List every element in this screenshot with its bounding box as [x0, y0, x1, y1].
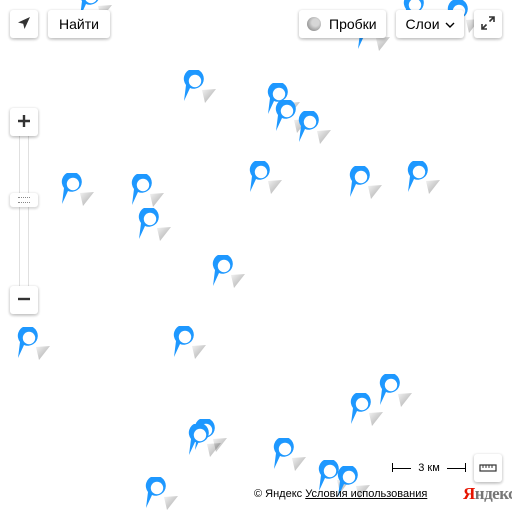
traffic-button[interactable]: Пробки: [299, 10, 386, 38]
map-pin-icon[interactable]: [124, 174, 164, 214]
ruler-icon: [479, 460, 497, 476]
map-pin-icon[interactable]: [343, 393, 383, 433]
fullscreen-button[interactable]: [474, 10, 502, 38]
expand-icon: [480, 15, 496, 34]
traffic-button-label: Пробки: [329, 16, 377, 32]
navigation-arrow-icon: [16, 15, 32, 34]
map-pin-icon[interactable]: [400, 161, 440, 201]
map-pin-icon[interactable]: [181, 424, 221, 464]
zoom-out-button[interactable]: [10, 286, 38, 314]
map-pin-icon[interactable]: [176, 70, 216, 110]
map-pin-icon[interactable]: [138, 477, 178, 512]
grip-icon: [18, 197, 30, 203]
layers-button-label: Слои: [405, 16, 440, 32]
ruler-button[interactable]: [474, 454, 502, 482]
terms-link[interactable]: Условия использования: [305, 488, 428, 500]
copyright-text: © Яндекс: [254, 488, 303, 500]
map-scale: 3 км: [392, 461, 466, 475]
zoom-slider-handle[interactable]: [10, 193, 38, 207]
plus-icon: [17, 114, 31, 131]
traffic-light-icon: [307, 17, 321, 31]
map-pin-icon[interactable]: [342, 166, 382, 206]
map-pin-icon[interactable]: [131, 208, 171, 248]
geolocation-button[interactable]: [10, 10, 38, 38]
layers-button[interactable]: Слои: [396, 10, 464, 38]
yandex-logo[interactable]: Яндекс: [463, 484, 512, 503]
zoom-in-button[interactable]: [10, 108, 38, 136]
zoom-slider-track[interactable]: [20, 136, 28, 286]
map-pin-icon[interactable]: [330, 466, 370, 506]
find-button-label: Найти: [59, 16, 99, 32]
map-pin-icon[interactable]: [166, 326, 206, 366]
map-pin-icon[interactable]: [242, 161, 282, 201]
map-pin-icon[interactable]: [54, 173, 94, 213]
find-button[interactable]: Найти: [48, 10, 110, 38]
copyright: © Яндекс Условия использования: [254, 488, 427, 500]
map-pin-icon[interactable]: [372, 374, 412, 414]
map-pin-icon[interactable]: [266, 438, 306, 478]
map-pin-icon[interactable]: [205, 255, 245, 295]
scale-label: 3 км: [415, 462, 443, 474]
minus-icon: [17, 292, 31, 309]
map-pin-icon[interactable]: [10, 327, 50, 367]
map-pin-icon[interactable]: [291, 111, 331, 151]
chevron-down-icon: [445, 16, 455, 32]
